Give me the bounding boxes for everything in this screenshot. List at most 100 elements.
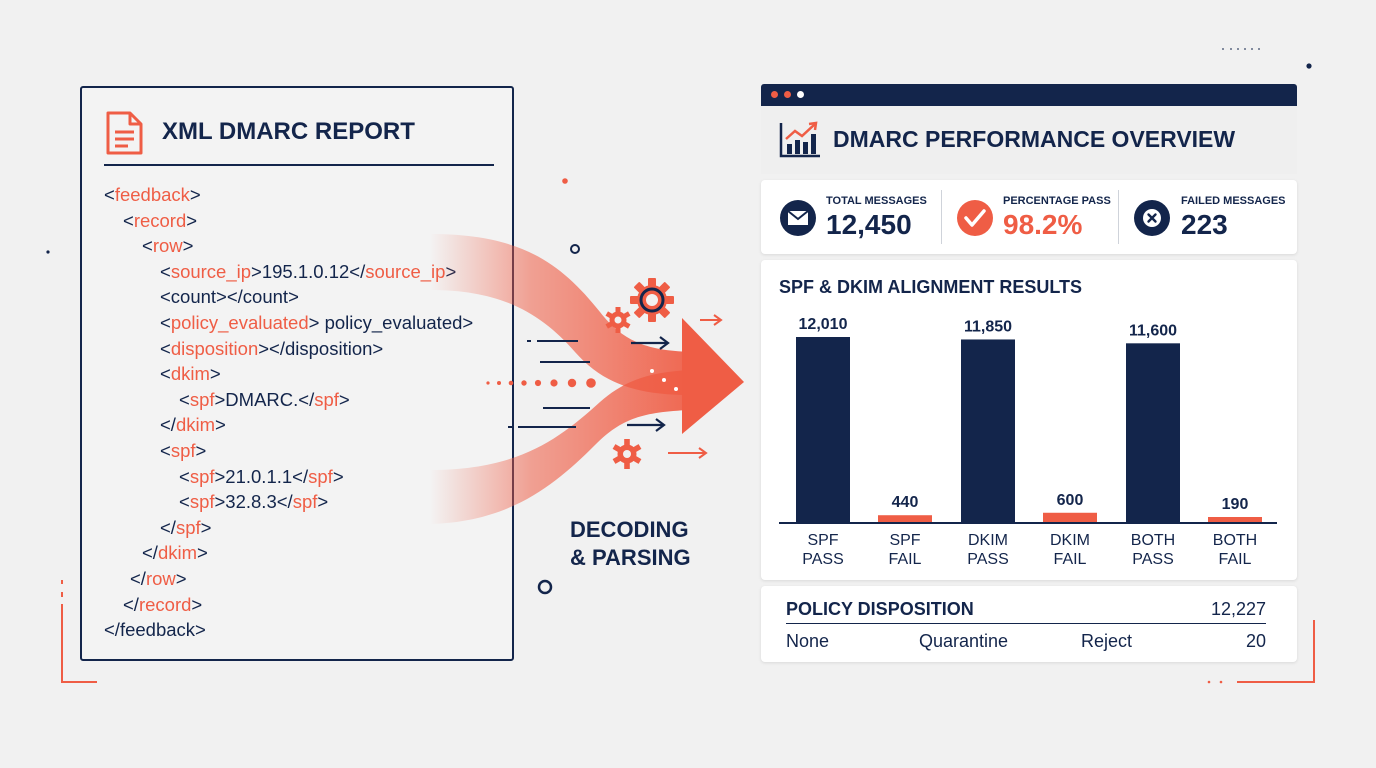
xml-tag-name: dkim <box>170 363 210 385</box>
xml-code-line: </record> <box>123 594 202 616</box>
policy-none-label: None <box>786 631 830 651</box>
xml-code-text: < <box>179 491 190 513</box>
xml-code-text: > <box>182 235 194 257</box>
chart-bar <box>1208 517 1262 522</box>
xml-code-text: </ <box>123 593 139 615</box>
xml-code-text: < <box>160 337 171 359</box>
xml-code-line: </dkim> <box>160 414 226 436</box>
xml-code-text: > <box>195 440 207 461</box>
xml-code-line: <dkim> <box>160 363 221 385</box>
chart-category-label: BOTH <box>1213 532 1257 549</box>
chart-category-label: DKIM <box>968 532 1008 549</box>
xml-tag-name: spf <box>175 516 201 538</box>
chart-category-label: PASS <box>967 551 1009 568</box>
stat-divider <box>941 190 942 244</box>
xml-code-text: </ <box>130 568 146 589</box>
arrow-right-icon <box>668 447 708 459</box>
chart-bar <box>961 339 1015 522</box>
chart-category-label: DKIM <box>1050 532 1090 549</box>
xml-code-text: > <box>332 465 344 487</box>
xml-report-header: XML DMARC REPORT <box>104 110 474 155</box>
xml-code-line: <count></count> <box>160 286 299 308</box>
gear-icon <box>605 307 631 333</box>
window-dot <box>797 91 804 98</box>
xml-report-title: XML DMARC REPORT <box>162 118 415 145</box>
xml-code-text: <count></count> <box>160 286 299 308</box>
xml-tag-name: feedback <box>114 184 190 205</box>
xml-code-line: </row> <box>130 568 187 590</box>
xml-tag-name: spf <box>314 388 339 410</box>
xml-code-text: > <box>197 542 208 564</box>
chart-category-label: BOTH <box>1131 532 1175 549</box>
xml-code-text: >32.8.3</ <box>214 491 293 513</box>
policy-disposition-card: POLICY DISPOSITION 12,227 None Quarantin… <box>761 586 1297 662</box>
flow-stream-lower <box>430 370 690 524</box>
xml-tag-name: spf <box>292 491 318 513</box>
failed-messages-value: 223 <box>1181 209 1228 240</box>
xml-tag-name: policy_evaluated <box>170 312 309 333</box>
xml-code-text: </ <box>142 542 158 564</box>
decoding-parsing-label: DECODING & PARSING <box>570 516 700 572</box>
chart-value-label: 190 <box>1222 496 1249 513</box>
xml-tag-name: spf <box>170 440 196 461</box>
alignment-chart-card: SPF & DKIM ALIGNMENT RESULTS 12,010 SPF PA… <box>761 260 1297 580</box>
xml-title-divider <box>104 164 494 166</box>
xml-code-text: </ <box>160 516 176 538</box>
chart-bar <box>796 337 850 522</box>
xml-code-text: > policy_evaluated> <box>308 312 474 333</box>
xml-tag-name: dkim <box>157 542 198 564</box>
dashboard-window-titlebar <box>761 84 1297 106</box>
policy-reject-value: 20 <box>1245 631 1266 651</box>
window-dot <box>771 91 778 98</box>
xml-code-line: <spf>DMARC.</spf> <box>179 389 350 411</box>
policy-total: 12,227 <box>1210 599 1266 619</box>
stats-card: TOTAL MESSAGES 12,450 PERCENTAGE PASS 98… <box>761 180 1297 254</box>
chart-value-label: 600 <box>1057 492 1084 509</box>
xml-tag-name: record <box>133 209 187 231</box>
x-circle-icon <box>1134 200 1170 236</box>
xml-code-text: >21.0.1.1</ <box>214 465 309 487</box>
chart-category-label: PASS <box>802 551 844 568</box>
chart-category-label: SPF <box>889 532 920 549</box>
policy-quarantine-label: Quarantine <box>919 631 1009 651</box>
window-dot <box>784 91 791 98</box>
xml-code-text: >DMARC.</ <box>214 388 315 410</box>
chart-value-label: 11,850 <box>964 318 1012 335</box>
arrow-right-icon <box>631 336 670 350</box>
decoding-label-line2: & PARSING <box>570 545 691 570</box>
xml-code-text: > <box>175 568 187 589</box>
xml-code-text: < <box>160 363 171 385</box>
flow-stream-upper <box>430 234 690 395</box>
xml-tag-name: source_ip <box>365 260 446 282</box>
xml-code-text: < <box>179 465 190 487</box>
chart-category-label: FAIL <box>1054 551 1087 568</box>
percentage-pass-label: PERCENTAGE PASS <box>1003 195 1111 207</box>
dashboard-title: DMARC PERFORMANCE OVERVIEW <box>833 126 1236 152</box>
xml-code-text: > <box>191 593 203 615</box>
xml-tag-name: source_ip <box>170 260 252 282</box>
chart-category-label: FAIL <box>1219 551 1252 568</box>
chart-category-label: PASS <box>1132 551 1174 568</box>
xml-report-panel: XML DMARC REPORT <feedback> <record> <row>… <box>80 86 514 661</box>
percentage-pass-value: 98.2% <box>1003 209 1083 240</box>
xml-code-text: > <box>317 491 329 513</box>
xml-code-text: < <box>142 235 153 257</box>
dashboard-header: DMARC PERFORMANCE OVERVIEW <box>761 106 1297 174</box>
xml-tag-name: spf <box>189 388 215 410</box>
xml-tag-name: disposition <box>170 337 259 359</box>
policy-reject-label: Reject <box>1081 631 1133 651</box>
xml-code-text: >195.1.0.12</ <box>251 260 366 282</box>
xml-code-text: < <box>160 440 171 461</box>
xml-code-text: < <box>160 312 171 333</box>
xml-code-line: </feedback> <box>104 619 206 641</box>
xml-code-line: <source_ip>195.1.0.12</source_ip> <box>160 261 456 283</box>
xml-code-line: <spf> <box>160 440 206 462</box>
chart-bar <box>1126 343 1180 522</box>
xml-code-text: < <box>104 184 115 205</box>
arrow-right-icon <box>700 314 723 326</box>
chart-bar <box>878 515 932 522</box>
stat-divider <box>1118 190 1119 244</box>
document-icon <box>106 111 143 155</box>
arrow-right-icon <box>627 418 666 432</box>
